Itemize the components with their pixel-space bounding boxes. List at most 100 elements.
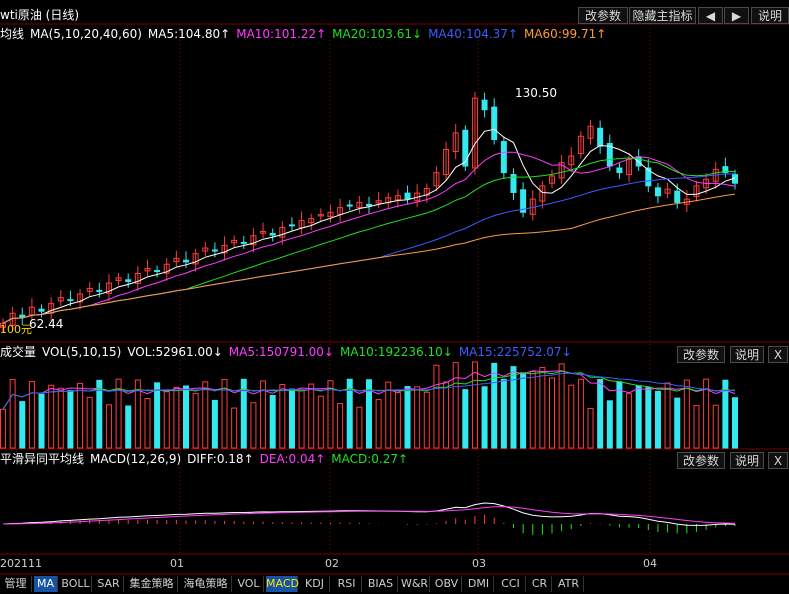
candle-body <box>597 127 604 147</box>
tab-sar[interactable]: SAR <box>94 576 124 592</box>
tab-wr[interactable]: W&R <box>400 576 430 592</box>
tab-macd[interactable]: MACD <box>266 576 299 592</box>
candle-body <box>722 166 729 174</box>
macd-change-params-button[interactable]: 改参数 <box>677 452 725 469</box>
volume-bar <box>173 386 180 449</box>
next-arrow-icon[interactable]: ▶ <box>724 7 749 24</box>
volume-bar <box>183 385 189 449</box>
tab-obv[interactable]: OBV <box>432 576 462 592</box>
tab-dmi[interactable]: DMI <box>464 576 494 592</box>
volume-bar <box>703 378 710 449</box>
candle-body <box>115 277 122 281</box>
volume-bar <box>231 407 238 449</box>
volume-bar <box>48 384 55 449</box>
vol-close-icon[interactable]: X <box>768 346 788 363</box>
candle-body <box>240 241 247 244</box>
macd-legend-item: MACD:0.27↑ <box>331 452 409 466</box>
volume-ma10-line <box>2 370 736 410</box>
tab-cr[interactable]: CR <box>528 576 552 592</box>
vol-legend-item: VOL(5,10,15) <box>42 345 122 359</box>
ma-legend-item: MA10:101.22↑ <box>236 27 327 41</box>
volume-bar <box>105 404 112 449</box>
volume-bar <box>654 390 661 449</box>
candle-body <box>394 195 401 201</box>
x-axis-label: 02 <box>325 557 339 570</box>
candle-body <box>645 167 652 187</box>
tab-vol[interactable]: VOL <box>234 576 264 592</box>
x-axis-label: 03 <box>472 557 486 570</box>
dea-line <box>2 506 736 525</box>
volume-bar <box>722 379 729 449</box>
tab-atr[interactable]: ATR <box>554 576 584 592</box>
vol-change-params-button[interactable]: 改参数 <box>677 346 725 363</box>
ma-legend-item: MA5:104.80↑ <box>147 27 231 41</box>
volume-ma-lines <box>2 370 736 410</box>
tab-tab5[interactable]: 海龟策略 <box>180 576 232 592</box>
tab-rsi[interactable]: RSI <box>332 576 362 592</box>
candle-body <box>221 244 228 254</box>
volume-bar <box>510 366 517 449</box>
high-price-label: 130.50 <box>515 86 557 100</box>
price-tag-label: 100元 <box>0 323 32 336</box>
candle-body <box>568 155 575 166</box>
tab-tab4[interactable]: 集金策略 <box>126 576 178 592</box>
candle-body <box>606 143 613 167</box>
candle-body <box>481 99 488 111</box>
volume-bar <box>28 380 35 449</box>
volume-bar <box>375 399 382 449</box>
vol-legend-item: MA5:150791.00↓ <box>228 345 334 359</box>
change-params-button[interactable]: 改参数 <box>578 7 628 24</box>
volume-bar <box>221 379 228 449</box>
moving-average-lines <box>2 128 736 324</box>
help-button[interactable]: 说明 <box>751 7 789 24</box>
low-price-label: 62.44 <box>29 317 64 331</box>
volume-bar <box>635 385 642 449</box>
macd-series <box>2 502 736 536</box>
volume-bar <box>423 391 430 449</box>
volume-bar <box>481 386 488 449</box>
volume-bar <box>443 381 450 449</box>
tab-boll[interactable]: BOLL <box>60 576 92 592</box>
candle-body <box>375 200 382 204</box>
candle-body <box>664 188 671 194</box>
volume-bar <box>404 386 411 449</box>
candle-body <box>105 282 112 294</box>
ma-legend-item: MA60:99.71↑ <box>523 27 607 41</box>
macd-legend-item: MACD(12,26,9) <box>90 452 182 466</box>
candle-body <box>77 293 84 303</box>
macd-help-button[interactable]: 说明 <box>730 452 764 469</box>
tab-manage[interactable]: 管理 <box>0 576 32 592</box>
prev-arrow-icon[interactable]: ◀ <box>698 7 723 24</box>
ma10-line <box>2 151 736 324</box>
candle-body <box>279 227 286 238</box>
candle-body <box>154 270 161 273</box>
candle-body <box>558 162 565 179</box>
tab-kdj[interactable]: KDJ <box>300 576 330 592</box>
ma-legend-item: MA40:104.37↑ <box>428 27 518 41</box>
vol-help-button[interactable]: 说明 <box>730 346 764 363</box>
candle-body <box>693 185 700 197</box>
vol-legend-item: 成交量 <box>0 345 37 359</box>
candle-body <box>269 232 276 236</box>
volume-bar <box>327 380 334 449</box>
volume-ma15-line <box>2 372 736 410</box>
volume-bar <box>452 362 459 449</box>
tab-bias[interactable]: BIAS <box>364 576 398 592</box>
macd-legend-item: DIFF:0.18↑ <box>187 452 254 466</box>
volume-bar <box>134 379 141 449</box>
volume-bar <box>19 401 26 449</box>
ma-legend-item: MA20:103.61↓ <box>332 27 423 41</box>
candle-body <box>317 214 324 217</box>
volume-bar <box>279 384 286 449</box>
hide-main-indicator-button[interactable]: 隐藏主指标 <box>629 7 696 24</box>
volume-bar <box>491 362 498 449</box>
volume-bar <box>732 397 738 449</box>
volume-bar <box>9 378 16 449</box>
volume-bar <box>163 391 170 449</box>
tab-cci[interactable]: CCI <box>496 576 526 592</box>
candle-body <box>298 220 305 229</box>
macd-close-icon[interactable]: X <box>768 452 788 469</box>
tab-ma[interactable]: MA <box>34 576 58 592</box>
volume-bar <box>144 397 151 449</box>
